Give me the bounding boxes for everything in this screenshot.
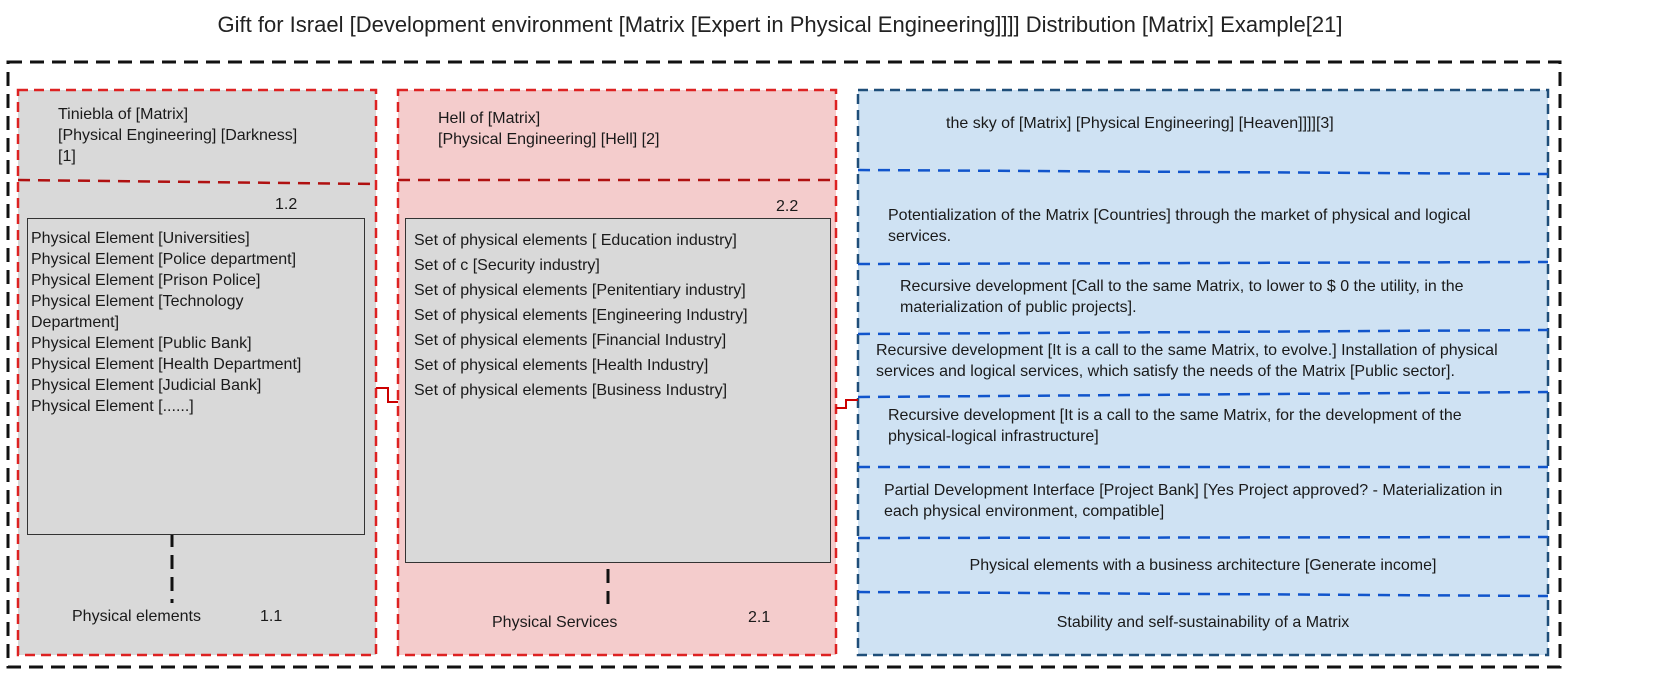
list-item: Physical Element [Public Bank]	[31, 335, 252, 352]
heaven-panel	[856, 88, 1550, 657]
list-item: Physical Element [......]	[31, 398, 194, 415]
connector-hell-heaven	[836, 399, 858, 409]
darkness-header-line: Tiniebla of [Matrix]	[58, 106, 189, 123]
outer-frame	[6, 60, 1562, 669]
hell-elements-box: Set of physical elements [ Education ind…	[405, 218, 831, 563]
list-item: Physical Element [Universities]	[31, 230, 250, 247]
hell-header-line: Hell of [Matrix]	[438, 110, 541, 127]
list-item: Physical Element [Police department]	[31, 251, 297, 268]
darkness-footer-number: 1.1	[260, 608, 283, 625]
list-item: Physical Element [Technology Department]	[31, 293, 244, 331]
darkness-header-line: [1]	[58, 148, 76, 165]
heaven-dividers	[857, 168, 1549, 598]
list-item: Set of c [Security industry]	[414, 257, 600, 274]
heaven-row: Partial Development Interface [Project B…	[884, 482, 1503, 520]
list-item: Set of physical elements [Business Indus…	[414, 382, 728, 399]
hell-elements-list: Set of physical elements [ Education ind…	[406, 219, 830, 403]
list-item: Set of physical elements [Financial Indu…	[414, 332, 727, 349]
hell-footer-label: Physical Services	[492, 614, 618, 631]
heaven-row: Potentialization of the Matrix [Countrie…	[888, 207, 1471, 245]
list-item: Set of physical elements [Health Industr…	[414, 357, 709, 374]
darkness-header: Tiniebla of [Matrix] [Physical Engineeri…	[58, 104, 297, 167]
list-item: Physical Element [Health Department]	[31, 356, 302, 373]
list-item: Physical Element [Judicial Bank]	[31, 377, 262, 394]
heaven-row: Recursive development [It is a call to t…	[888, 407, 1462, 445]
darkness-elements-box: Physical Element [Universities] Physical…	[27, 218, 365, 535]
list-item: Set of physical elements [Engineering In…	[414, 307, 748, 324]
heaven-row: Stability and self-sustainability of a M…	[1056, 614, 1350, 631]
darkness-number-top: 1.2	[275, 196, 298, 213]
darkness-elements-list: Physical Element [Universities] Physical…	[28, 219, 361, 417]
heaven-row: Recursive development [Call to the same …	[900, 278, 1464, 316]
heaven-row: Physical elements with a business archit…	[969, 557, 1437, 574]
hell-number-top: 2.2	[776, 198, 799, 215]
list-item: Set of physical elements [ Education ind…	[414, 232, 737, 249]
hell-footer-number: 2.1	[748, 609, 771, 626]
darkness-header-line: [Physical Engineering] [Darkness]	[58, 127, 298, 144]
list-item: Set of physical elements [Penitentiary i…	[414, 282, 746, 299]
heaven-header: the sky of [Matrix] [Physical Engineerin…	[946, 115, 1334, 132]
diagram-title: Gift for Israel [Development environment…	[217, 12, 1343, 37]
hell-header-line: [Physical Engineering] [Hell] [2]	[438, 131, 660, 148]
darkness-footer-label: Physical elements	[72, 608, 201, 625]
connector-darkness-hell	[376, 387, 398, 403]
list-item: Physical Element [Prison Police]	[31, 272, 261, 289]
hell-header: Hell of [Matrix] [Physical Engineering] …	[438, 108, 659, 150]
heaven-row: Recursive development [It is a call to t…	[876, 342, 1498, 380]
